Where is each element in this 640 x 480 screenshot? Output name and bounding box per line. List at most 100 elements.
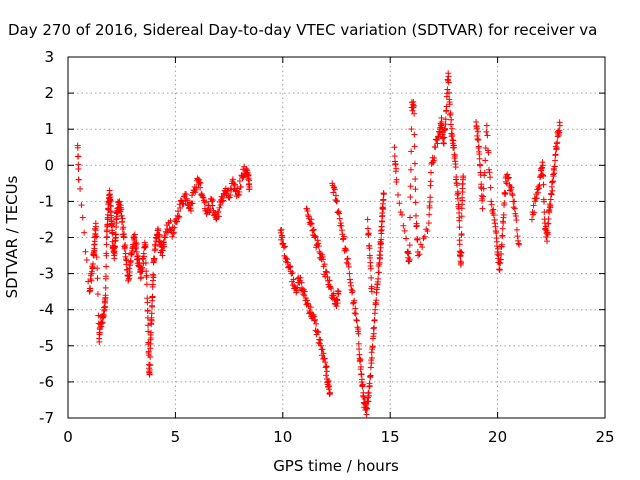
data-point [405,250,412,257]
data-point [306,308,313,315]
data-point [500,211,507,218]
y-tick-label: -6 [39,373,54,391]
data-point [330,189,337,196]
data-point [396,200,403,207]
data-point [365,398,372,405]
data-point [539,164,546,171]
data-point [414,236,421,243]
data-point [290,276,297,283]
x-axis-title: GPS time / hours [273,457,399,475]
data-point [488,201,495,208]
data-point [176,213,183,220]
data-point [75,165,82,172]
data-point [88,268,95,275]
data-point [454,182,461,189]
data-point [186,204,193,211]
data-point [74,144,81,151]
data-point [314,328,321,335]
data-point [332,192,339,199]
x-tick-label: 10 [273,428,292,446]
data-point [448,116,455,123]
data-point [177,204,184,211]
data-point [353,317,360,324]
data-point [445,79,452,86]
data-point [301,288,308,295]
data-point [486,166,493,173]
data-point [407,166,414,173]
data-point [126,268,133,275]
data-point [496,266,503,273]
data-point [545,215,552,222]
data-point [541,209,548,216]
data-point [235,192,242,199]
data-point [428,169,435,176]
data-point [102,284,109,291]
data-point [320,350,327,357]
data-point [335,209,342,216]
data-point [82,248,89,255]
data-point [342,246,349,253]
data-point [456,241,463,248]
data-point [493,229,500,236]
data-point [540,173,547,180]
data-point [502,190,509,197]
data-point [441,134,448,141]
data-point [102,294,109,301]
data-point [551,163,558,170]
data-point [180,200,187,207]
data-point [379,212,386,219]
data-point [282,255,289,262]
data-point [508,184,515,191]
data-point [370,330,377,337]
data-point [528,216,535,223]
data-point [498,250,505,257]
data-point [156,231,163,238]
data-point [317,342,324,349]
data-point [513,226,520,233]
data-point [217,202,224,209]
data-point [170,230,177,237]
data-point [189,200,196,207]
data-point [447,110,454,117]
data-point [345,260,352,267]
data-point [366,245,373,252]
data-point [336,215,343,222]
data-point [351,297,358,304]
y-tick-label: -3 [39,265,54,283]
data-point [483,122,490,129]
data-point [442,116,449,123]
data-point [304,300,311,307]
data-point [279,234,286,241]
data-point [458,249,465,256]
data-point [98,320,105,327]
data-point [549,178,556,185]
data-point [455,190,462,197]
data-point [308,216,315,223]
data-point [375,275,382,282]
data-point [379,218,386,225]
data-point [368,274,375,281]
data-point [293,287,300,294]
data-point [397,209,404,216]
data-point [371,316,378,323]
data-point [410,98,417,105]
data-point [531,209,538,216]
data-point [370,333,377,340]
data-point [119,215,126,222]
data-point [96,338,103,345]
data-point [294,284,301,291]
data-point [175,214,182,221]
data-point [380,190,387,197]
data-point [118,206,125,213]
data-point [323,269,330,276]
y-tick-label: 0 [44,156,54,174]
data-point [451,144,458,151]
data-point [365,392,372,399]
data-point [79,214,86,221]
data-point [240,166,247,173]
data-point [280,244,287,251]
data-point [541,198,548,205]
data-point [133,248,140,255]
data-point [232,181,239,188]
data-point [364,216,371,223]
